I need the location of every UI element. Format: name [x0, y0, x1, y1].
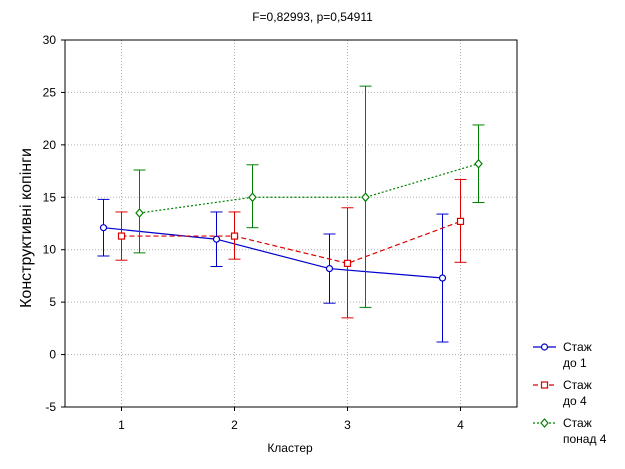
legend-item-1-label: до 1	[563, 356, 587, 370]
series-2-point	[456, 217, 465, 226]
series-3-point	[135, 208, 144, 218]
x-tick-label: 3	[344, 418, 351, 432]
series-3-point	[361, 192, 370, 203]
legend-item-1-label: Стаж	[563, 340, 592, 354]
y-tick-label: 15	[43, 190, 57, 204]
chart-title: F=0,82993, p=0,54911	[252, 10, 373, 24]
series-2-point	[230, 232, 239, 240]
series-3-line	[139, 163, 479, 214]
series-2-point	[343, 259, 352, 267]
y-tick-label: 30	[43, 33, 57, 47]
y-tick-label: 5	[49, 295, 56, 309]
legend-item-2-label: Стаж	[563, 378, 592, 392]
legend-item-3-label: Стаж	[563, 416, 592, 430]
legend-item-2-label: до 4	[563, 394, 587, 408]
y-tick-label: 10	[43, 243, 57, 257]
legend-item-1-swatch-marker	[540, 343, 549, 351]
x-tick-label: 1	[118, 418, 125, 432]
series-2-line	[121, 220, 461, 264]
plot-frame	[64, 39, 518, 408]
series-3-point	[248, 192, 257, 203]
legend-item-3-swatch-marker	[540, 418, 549, 428]
series-1-point	[99, 224, 108, 232]
series-2-point	[117, 232, 126, 240]
y-tick-label: 20	[43, 138, 57, 152]
y-tick-label: 25	[43, 85, 57, 99]
series-1-point	[212, 235, 221, 243]
series-3-point	[474, 158, 483, 169]
series-1-point	[325, 264, 334, 273]
x-tick-label: 4	[457, 418, 464, 432]
y-tick-label: 0	[49, 348, 56, 362]
x-tick-label: 2	[231, 418, 238, 432]
y-tick-label: -5	[45, 400, 56, 414]
x-axis-label: Кластер	[267, 441, 313, 455]
series-1-point	[438, 274, 447, 282]
legend-item-2-swatch-marker	[540, 381, 549, 389]
legend-item-3-label: понад 4	[563, 432, 607, 446]
series-1-line	[103, 227, 443, 279]
